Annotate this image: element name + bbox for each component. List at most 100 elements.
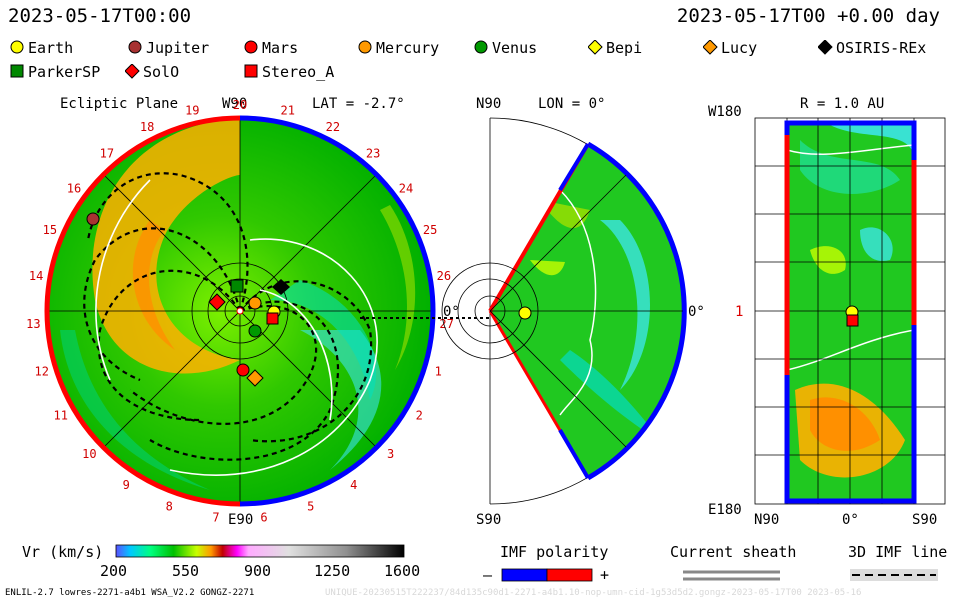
legend-item: OSIRIS-REx bbox=[817, 39, 927, 57]
sun-marker bbox=[236, 307, 244, 315]
longitude-number: 20 bbox=[233, 98, 247, 112]
circle-marker-icon bbox=[10, 40, 24, 54]
legend-item-label: OSIRIS-REx bbox=[836, 39, 927, 57]
meridional-bottom-label: S90 bbox=[476, 512, 502, 528]
parker-marker bbox=[230, 279, 244, 293]
longitude-number: 9 bbox=[123, 478, 130, 492]
ecliptic-zero-label: 0° bbox=[443, 304, 460, 320]
stereo-a-marker-radial bbox=[846, 314, 859, 327]
legend-item-label: Earth bbox=[28, 39, 74, 57]
radial-top-left-label: W180 bbox=[708, 104, 742, 120]
longitude-number: 1 bbox=[435, 364, 442, 378]
longitude-number: 25 bbox=[423, 223, 437, 237]
legend-item: Mercury bbox=[358, 39, 439, 57]
earth-marker-meridional bbox=[518, 306, 532, 320]
legend-item-label: Jupiter bbox=[146, 39, 210, 57]
diamond-marker-icon bbox=[702, 39, 718, 55]
legend-item-label: Stereo_A bbox=[262, 63, 335, 81]
ecliptic-plane-plot: 20 21222324252627123456789101112131415161… bbox=[26, 98, 490, 525]
legend-item: Stereo_A bbox=[244, 63, 334, 81]
lucy-marker bbox=[246, 369, 264, 387]
longitude-number: 8 bbox=[166, 500, 173, 514]
legend-item-label: Bepi bbox=[606, 39, 643, 57]
colorbar-tick: 550 bbox=[172, 562, 200, 580]
longitude-number: 21 bbox=[280, 104, 294, 118]
imf-plus-label: + bbox=[600, 566, 610, 584]
circle-marker-icon bbox=[128, 40, 142, 54]
legend-item: Jupiter bbox=[128, 39, 209, 57]
ecliptic-bottom-label: E90 bbox=[228, 512, 254, 528]
legend-item-label: Venus bbox=[492, 39, 538, 57]
longitude-number: 19 bbox=[185, 104, 199, 118]
radial-x-left: N90 bbox=[754, 512, 780, 528]
footer-unique-id: UNIQUE-20230515T222237/84d135c90d1-2271-… bbox=[325, 588, 862, 598]
legend-item: Bepi bbox=[587, 39, 643, 57]
imf-polarity-title: IMF polarity bbox=[500, 543, 609, 561]
diamond-marker-icon bbox=[817, 39, 833, 55]
circle-marker-icon bbox=[358, 40, 372, 54]
solo-marker bbox=[208, 293, 226, 311]
longitude-number-labels: 20 21222324252627123456789101112131415161… bbox=[26, 98, 454, 525]
legend-item-label: Mercury bbox=[376, 39, 440, 57]
stereo-a-marker bbox=[266, 312, 279, 325]
longitude-number: 24 bbox=[399, 181, 413, 195]
meridional-top-label: N90 bbox=[476, 96, 502, 112]
square-marker-icon bbox=[244, 64, 258, 78]
osiris-rex-marker bbox=[272, 279, 290, 295]
legend-item-label: SolO bbox=[143, 63, 180, 81]
ecliptic-title: Ecliptic Plane bbox=[60, 96, 179, 112]
legend-item: ParkerSP bbox=[10, 63, 100, 81]
footer-run-info: ENLIL-2.7 lowres-2271-a4b1 WSA_V2.2 GONG… bbox=[5, 588, 255, 598]
radial-x-mid: 0° bbox=[842, 512, 859, 528]
ecliptic-top-label: W90 bbox=[222, 96, 248, 112]
longitude-number: 23 bbox=[366, 146, 380, 160]
mars-marker bbox=[236, 363, 250, 377]
legend-item: Earth bbox=[10, 39, 73, 57]
longitude-number: 3 bbox=[387, 447, 394, 461]
legend-item-label: Lucy bbox=[721, 39, 758, 57]
legend-item: Venus bbox=[474, 39, 537, 57]
longitude-number: 12 bbox=[34, 364, 48, 378]
imf-3d-title: 3D IMF line bbox=[848, 543, 948, 561]
timestamp-right: 2023-05-17T00 +0.00 day bbox=[676, 5, 940, 27]
ecliptic-lat-label: LAT = -2.7° bbox=[312, 96, 405, 112]
longitude-number: 4 bbox=[350, 478, 357, 492]
circle-marker-icon bbox=[474, 40, 488, 54]
longitude-number: 7 bbox=[212, 511, 219, 525]
mercury-marker bbox=[248, 296, 262, 310]
longitude-number: 22 bbox=[326, 120, 340, 134]
colorbar-tick: 900 bbox=[244, 562, 272, 580]
imf-3d-line-swatch bbox=[850, 569, 938, 581]
meridional-lon-label: LON = 0° bbox=[538, 96, 606, 112]
radial-r-label: R = 1.0 AU bbox=[800, 96, 885, 112]
longitude-number: 10 bbox=[82, 447, 96, 461]
longitude-number: 16 bbox=[67, 181, 81, 195]
longitude-number: 5 bbox=[307, 500, 314, 514]
longitude-number: 13 bbox=[26, 317, 40, 331]
legend-item: SolO bbox=[124, 63, 180, 81]
jupiter-marker bbox=[86, 212, 100, 226]
legend-item-label: Mars bbox=[262, 39, 299, 57]
colorbar-tick: 200 bbox=[100, 562, 128, 580]
circle-marker-icon bbox=[244, 40, 258, 54]
radial-surface-plot bbox=[754, 117, 946, 505]
imf-minus-label: – bbox=[483, 566, 493, 584]
radial-x-right: S90 bbox=[912, 512, 938, 528]
longitude-number: 26 bbox=[437, 269, 451, 283]
meridional-zero-label: 0° bbox=[688, 304, 705, 320]
longitude-number: 18 bbox=[140, 120, 154, 134]
colorbar-label: Vr (km/s) bbox=[22, 543, 104, 561]
meridional-plane-plot: 0° bbox=[441, 117, 705, 505]
legend-item: Mars bbox=[244, 39, 298, 57]
radial-bottom-left-label: E180 bbox=[708, 502, 742, 518]
diamond-marker-icon bbox=[124, 63, 140, 79]
longitude-number: 14 bbox=[29, 269, 43, 283]
current-sheath-title: Current sheath bbox=[670, 543, 797, 561]
diamond-marker-icon bbox=[587, 39, 603, 55]
longitude-number: 17 bbox=[100, 146, 114, 160]
square-marker-icon bbox=[10, 64, 24, 78]
radial-mid-label: 1 bbox=[735, 304, 744, 320]
colorbar-tick: 1600 bbox=[384, 562, 421, 580]
longitude-number: 6 bbox=[260, 511, 267, 525]
current-sheath-swatch bbox=[683, 570, 780, 581]
